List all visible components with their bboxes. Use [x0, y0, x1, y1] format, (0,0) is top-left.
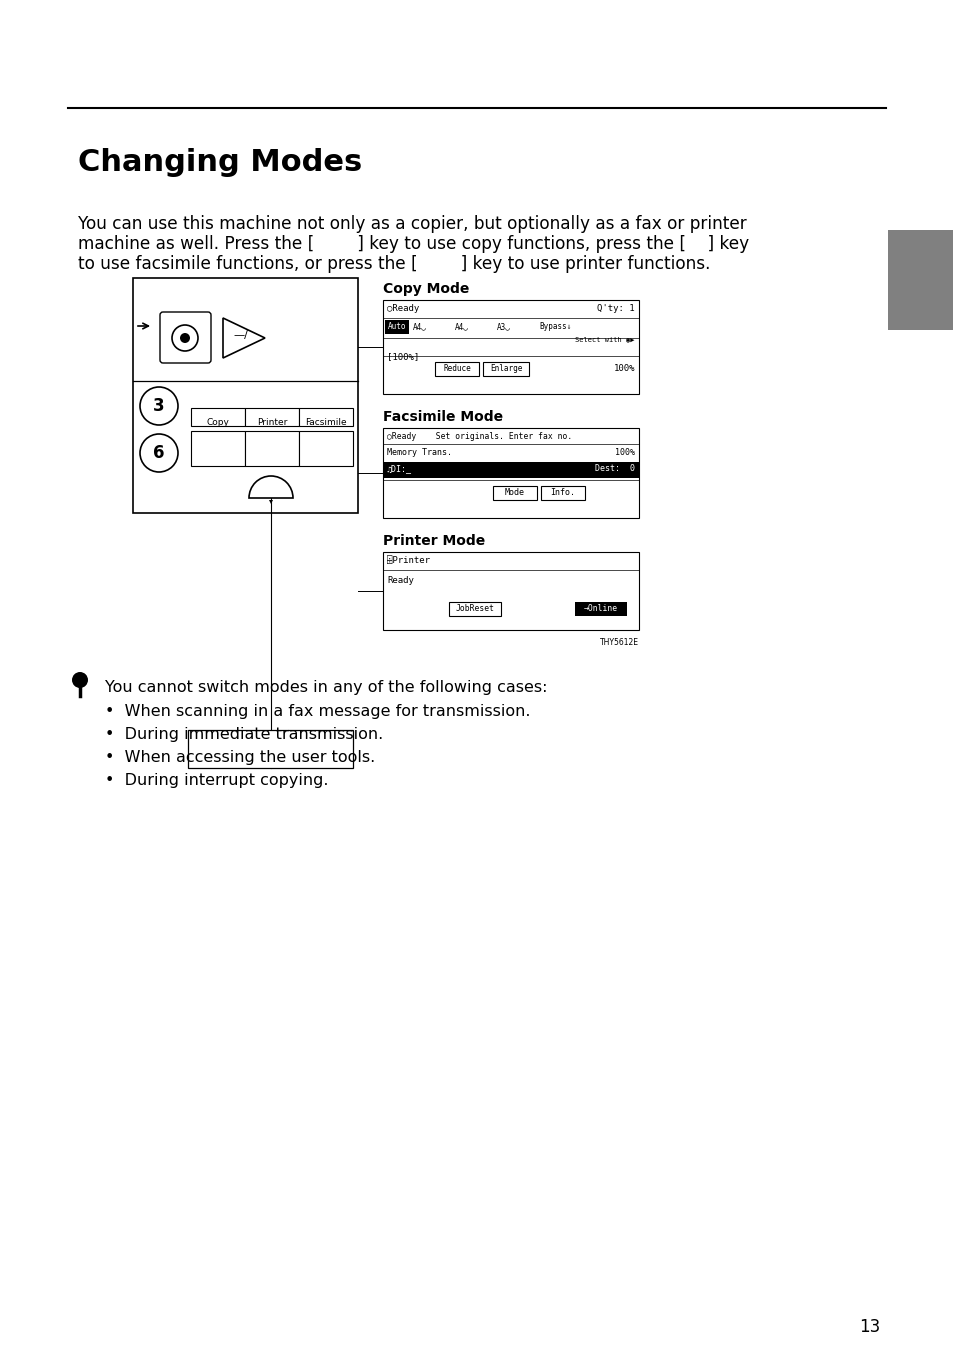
Text: 3: 3 — [153, 397, 165, 415]
Text: 6: 6 — [153, 444, 165, 462]
Circle shape — [180, 332, 190, 343]
Text: Copy: Copy — [207, 417, 230, 427]
Bar — [887, 230, 953, 330]
Text: 100%: 100% — [615, 449, 635, 457]
Text: •  When scanning in a fax message for transmission.: • When scanning in a fax message for tra… — [105, 704, 530, 719]
Text: ○Ready: ○Ready — [387, 304, 418, 313]
Text: A3◡: A3◡ — [497, 322, 511, 331]
Bar — [382, 300, 639, 394]
Text: Memory Trans.: Memory Trans. — [387, 449, 452, 457]
Text: You can use this machine not only as a copier, but optionally as a fax or printe: You can use this machine not only as a c… — [78, 215, 746, 232]
Bar — [575, 603, 626, 616]
Polygon shape — [269, 500, 273, 504]
Text: ⌹Printer: ⌹Printer — [387, 557, 430, 565]
Wedge shape — [249, 476, 293, 499]
Bar — [191, 408, 245, 426]
Text: JobReset: JobReset — [455, 604, 494, 613]
Text: Facsimile Mode: Facsimile Mode — [382, 409, 502, 424]
Bar — [298, 408, 353, 426]
Bar — [449, 603, 500, 616]
Text: •  During interrupt copying.: • During interrupt copying. — [105, 773, 328, 788]
Bar — [540, 486, 584, 500]
Text: Reduce: Reduce — [442, 363, 471, 373]
Bar — [385, 320, 409, 334]
Text: —/: —/ — [233, 330, 248, 340]
Bar — [382, 553, 639, 630]
Text: You cannot switch modes in any of the following cases:: You cannot switch modes in any of the fo… — [105, 680, 547, 694]
Text: Changing Modes: Changing Modes — [78, 149, 362, 177]
Text: 100%: 100% — [613, 363, 635, 373]
Text: 13: 13 — [858, 1319, 879, 1336]
Text: Mode: Mode — [504, 488, 524, 497]
Text: A4◡: A4◡ — [413, 322, 426, 331]
Text: Info.: Info. — [550, 488, 575, 497]
Bar — [493, 486, 537, 500]
Text: Q'ty: 1: Q'ty: 1 — [597, 304, 635, 313]
Text: •  During immediate transmission.: • During immediate transmission. — [105, 727, 383, 742]
Text: Auto: Auto — [387, 322, 406, 331]
FancyBboxPatch shape — [160, 312, 211, 363]
Text: Printer Mode: Printer Mode — [382, 534, 485, 549]
Text: to use facsimile functions, or press the [        ] key to use printer functions: to use facsimile functions, or press the… — [78, 255, 710, 273]
Text: ○Ready    Set originals. Enter fax no.: ○Ready Set originals. Enter fax no. — [387, 432, 572, 440]
Text: Copy Mode: Copy Mode — [382, 282, 469, 296]
Text: [100%]: [100%] — [387, 353, 418, 361]
Text: THY5612E: THY5612E — [599, 638, 639, 647]
Text: ♫DI:_: ♫DI:_ — [387, 463, 412, 473]
Bar — [435, 362, 478, 376]
Text: A4◡: A4◡ — [455, 322, 468, 331]
Text: Bypass⇓: Bypass⇓ — [538, 322, 571, 331]
Bar — [482, 362, 529, 376]
Bar — [382, 428, 639, 517]
Bar — [382, 462, 639, 478]
Circle shape — [71, 671, 88, 688]
Bar — [132, 278, 357, 513]
Text: Printer: Printer — [256, 417, 287, 427]
Text: Ready: Ready — [387, 576, 414, 585]
Text: Facsimile: Facsimile — [305, 417, 347, 427]
Bar — [298, 431, 353, 466]
Text: •  When accessing the user tools.: • When accessing the user tools. — [105, 750, 375, 765]
Text: →Online: →Online — [583, 604, 618, 613]
Bar — [245, 408, 298, 426]
Bar — [188, 730, 353, 767]
Text: Enlarge: Enlarge — [489, 363, 521, 373]
Bar — [191, 431, 245, 466]
Bar — [245, 431, 298, 466]
Text: machine as well. Press the [        ] key to use copy functions, press the [    : machine as well. Press the [ ] key to us… — [78, 235, 748, 253]
Text: Dest:  0: Dest: 0 — [595, 463, 635, 473]
Text: Select with ◉▶: Select with ◉▶ — [575, 336, 635, 342]
